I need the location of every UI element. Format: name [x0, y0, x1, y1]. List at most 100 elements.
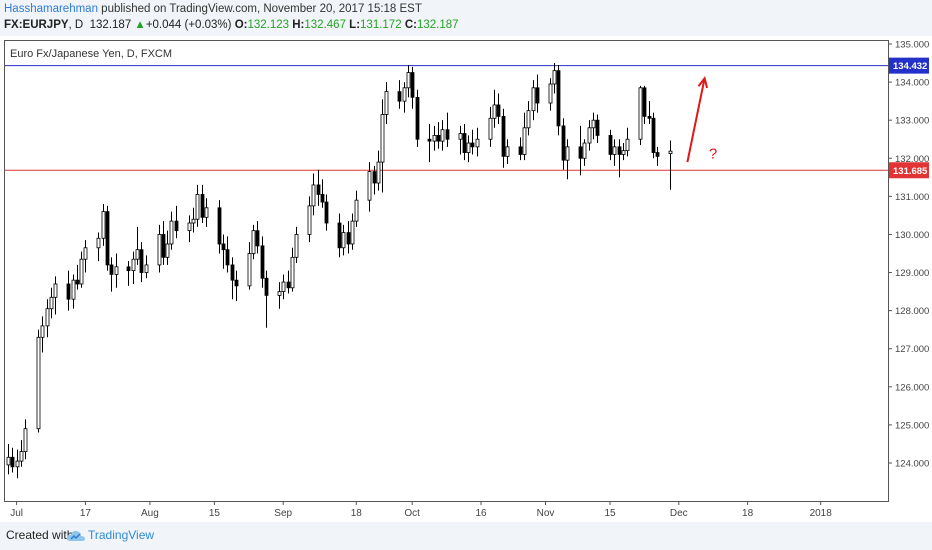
candle-body-up — [6, 456, 11, 466]
tradingview-cloud-icon — [66, 530, 85, 541]
candle — [19, 440, 24, 467]
chart-title: Euro Fx/Japanese Yen, D, FXCM — [10, 48, 172, 60]
candle-body-down — [436, 135, 441, 142]
high-label: H: — [292, 19, 305, 31]
candle-body-down — [518, 146, 523, 155]
candle-body-up — [204, 207, 209, 218]
candle — [501, 108, 506, 168]
resistance-price-box — [889, 57, 929, 74]
y-tick-label: 134.000 — [895, 78, 929, 89]
close-label: C: — [404, 19, 417, 31]
candle-body-up — [612, 146, 617, 155]
candle — [277, 282, 282, 309]
publish-info: Hasshamarehman published on TradingView.… — [4, 3, 422, 15]
candle — [290, 247, 295, 292]
candle-body-up — [354, 199, 359, 222]
red-arrow-line — [686, 78, 706, 163]
candle-body-down — [200, 194, 205, 218]
candle — [655, 146, 660, 166]
candle — [247, 242, 252, 290]
candle-body-up — [281, 281, 286, 292]
candle-body-up — [668, 150, 673, 154]
candle-body-up — [114, 266, 119, 275]
candle — [582, 139, 587, 166]
y-tick-label: 132.000 — [895, 154, 929, 165]
candle-body-up — [341, 232, 346, 249]
footer: Created with TradingView — [0, 522, 932, 550]
candle — [157, 224, 162, 273]
candle-body-up — [23, 428, 28, 452]
candle-body-down — [608, 135, 613, 155]
candle-body-up — [247, 253, 252, 287]
candle-body-down — [66, 283, 71, 300]
candle — [548, 78, 553, 111]
candle-body-down — [346, 232, 351, 245]
candle-body-down — [617, 146, 622, 155]
candle — [135, 226, 140, 265]
candle — [169, 211, 174, 250]
candle-body-up — [307, 205, 312, 235]
candle — [234, 270, 239, 302]
resistance-price-label: 134.432 — [893, 61, 927, 72]
candle-body-down — [75, 279, 80, 285]
candle — [440, 120, 445, 151]
candle-body-down — [260, 245, 265, 279]
candle-body-up — [406, 72, 411, 89]
candle — [384, 82, 389, 124]
candle — [251, 224, 256, 260]
candle — [281, 274, 286, 300]
candle — [324, 194, 329, 231]
candle — [260, 236, 265, 288]
candle — [526, 101, 531, 136]
candle-body-up — [488, 117, 493, 140]
candle-body-down — [286, 281, 291, 289]
close-value: 132.187 — [416, 19, 459, 31]
red-arrow-head — [697, 76, 709, 89]
candle-body-up — [187, 222, 192, 232]
candle — [174, 205, 179, 239]
candle — [311, 173, 316, 216]
candle-body-down — [105, 211, 110, 266]
candle — [565, 139, 570, 180]
symbol-info: FX:EURJPY, D 132.187 ▲+0.044 (+0.03%) O:… — [4, 19, 459, 31]
candle — [307, 196, 312, 243]
candle — [436, 122, 441, 149]
candle-body-down — [462, 133, 467, 153]
candle — [294, 226, 299, 264]
x-tick-label: Oct — [404, 508, 420, 519]
author-link[interactable]: Hasshamarehman — [4, 3, 98, 15]
candle-body-up — [79, 258, 84, 285]
candle-body-up — [71, 279, 76, 300]
candle — [105, 205, 110, 271]
chart-area[interactable]: Euro Fx/Japanese Yen, D, FXCM 135.000 134… — [0, 36, 932, 520]
candle — [36, 329, 41, 433]
low-label: L: — [349, 19, 361, 31]
candle — [518, 137, 523, 161]
candle-body-down — [139, 249, 144, 273]
candle — [286, 270, 291, 294]
candle — [165, 230, 170, 265]
candle-body-up — [169, 220, 174, 245]
candle — [53, 276, 58, 315]
x-tick-label: 16 — [475, 508, 487, 519]
tradingview-brand-link[interactable]: TradingView — [88, 528, 155, 542]
candle-body-up — [290, 256, 295, 289]
candle-body-down — [535, 87, 540, 104]
candle-body-up — [191, 218, 196, 224]
x-tick-label: Dec — [670, 508, 688, 519]
candle-body-up — [144, 264, 149, 273]
high-value: 132.467 — [304, 19, 346, 31]
candle — [126, 261, 131, 286]
candle-body-down — [372, 171, 377, 184]
y-tick-label: 125.000 — [895, 420, 929, 431]
candle-body-down — [561, 125, 566, 161]
candle-body-up — [277, 291, 282, 296]
candle-body-up — [15, 460, 20, 468]
candle-body-down — [174, 220, 179, 232]
candle — [621, 143, 626, 161]
candle — [372, 165, 377, 195]
published-text: published on TradingView.com, November 2… — [101, 3, 422, 15]
candle-body-up — [458, 133, 463, 140]
price-chart[interactable]: Euro Fx/Japanese Yen, D, FXCM 135.000 134… — [0, 36, 932, 520]
y-tick-label: 127.000 — [895, 344, 929, 355]
